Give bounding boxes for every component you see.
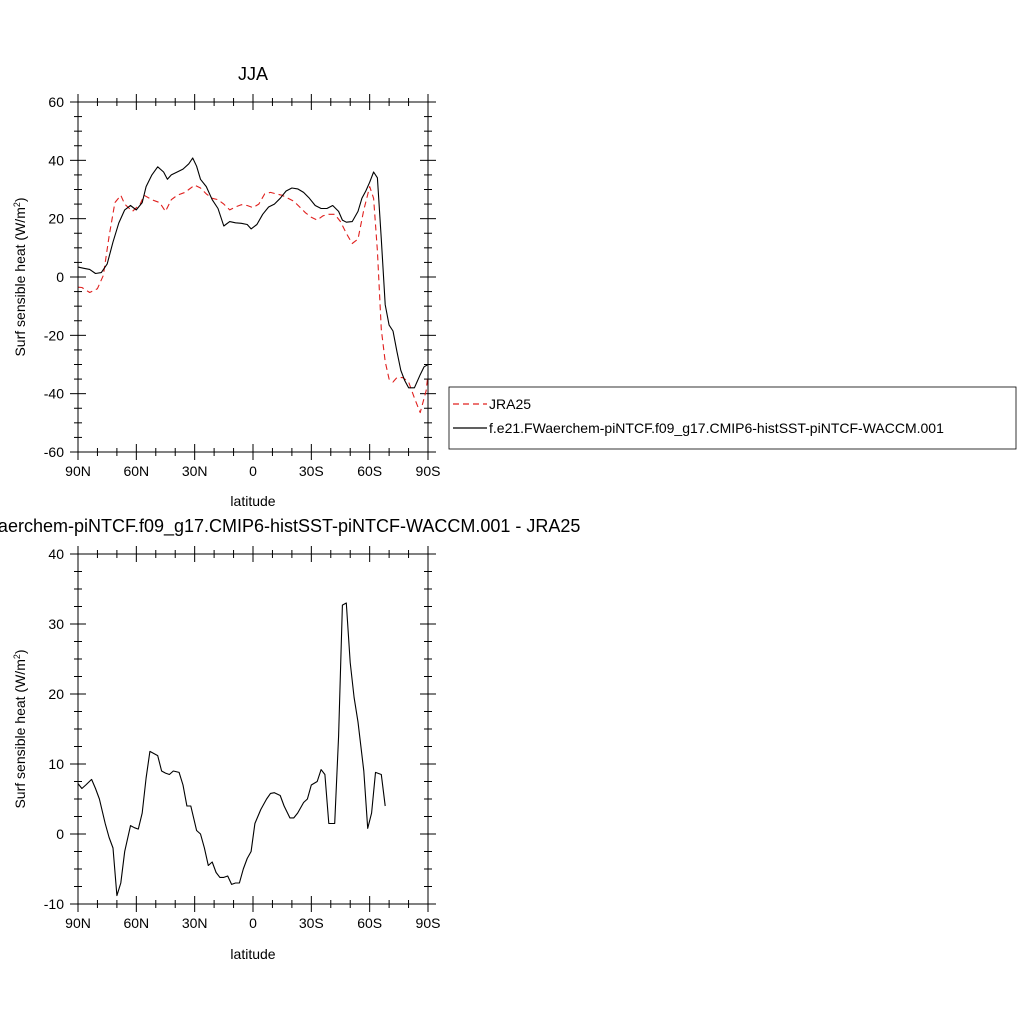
- series-line-0: [77, 184, 429, 414]
- bottom-chart-title: f.e21.FWaerchem-piNTCF.f09_g17.CMIP6-his…: [0, 516, 580, 537]
- bottom-tick-labels: 90N 60N 30N 0 30S 60S 90S -10 0 10 20 30 40: [44, 546, 441, 931]
- x-tick-label: 60N: [123, 463, 149, 479]
- bottom-x-axis-label: latitude: [230, 946, 275, 962]
- y-tick-label: 60: [48, 94, 64, 110]
- x-tick-label: 60S: [357, 463, 382, 479]
- bottom-series-lines: [77, 602, 386, 897]
- series-line-0: [77, 602, 386, 897]
- y-tick-label: 10: [48, 756, 64, 772]
- y-tick-label: 40: [48, 546, 64, 562]
- x-tick-label: 30S: [299, 463, 324, 479]
- top-panel: JJA 90N 60N 30N 0 30S 60S 90S-60-40-200204060 …: [12, 64, 440, 509]
- legend-box: [448, 386, 1017, 450]
- y-tick-label: -40: [44, 386, 64, 402]
- x-tick-label: 30N: [182, 915, 208, 931]
- x-tick-label: 90N: [65, 463, 91, 479]
- x-tick-label: 60S: [357, 915, 382, 931]
- y-tick-label: 30: [48, 616, 64, 632]
- y-tick-label: 40: [48, 152, 64, 168]
- top-axis-ticks: [70, 94, 436, 460]
- x-tick-label: 90S: [416, 463, 441, 479]
- top-chart-title: JJA: [238, 64, 268, 84]
- x-tick-label: 90N: [65, 915, 91, 931]
- y-tick-label: -20: [44, 327, 64, 343]
- top-tick-labels: 90N 60N 30N 0 30S 60S 90S -60 -40 -20 0 20 40 60: [44, 94, 441, 479]
- y-tick-label: 20: [48, 211, 64, 227]
- top-x-axis-label: latitude: [230, 493, 275, 509]
- bottom-y-axis-label: Surf sensible heat (W/m2): [12, 649, 28, 808]
- x-tick-label: 0: [249, 463, 257, 479]
- bottom-axis-ticks: [70, 546, 436, 912]
- y-tick-label: 0: [56, 269, 64, 285]
- y-tick-label: -60: [44, 444, 64, 460]
- series-line-1: [77, 157, 429, 389]
- y-tick-label: 0: [56, 826, 64, 842]
- x-tick-label: 60N: [123, 915, 149, 931]
- y-tick-label: 20: [48, 686, 64, 702]
- top-plot-frame: [77, 101, 429, 453]
- x-tick-label: 0: [249, 915, 257, 931]
- legend-label-jra25: JRA25: [489, 396, 531, 412]
- y-tick-label: -10: [44, 896, 64, 912]
- x-tick-label: 90S: [416, 915, 441, 931]
- top-y-axis-label: Surf sensible heat (W/m2): [12, 197, 28, 356]
- legend-label-model: f.e21.FWaerchem-piNTCF.f09_g17.CMIP6-his…: [489, 420, 944, 436]
- bottom-panel: f.e21.FWaerchem-piNTCF.f09_g17.CMIP6-his…: [0, 516, 580, 962]
- top-series-lines: [77, 157, 429, 414]
- legend: JRA25 f.e21.FWaerchem-piNTCF.f09_g17.CMI…: [448, 386, 1017, 450]
- bottom-plot-frame: [77, 553, 429, 905]
- x-tick-label: 30N: [182, 463, 208, 479]
- x-tick-label: 30S: [299, 915, 324, 931]
